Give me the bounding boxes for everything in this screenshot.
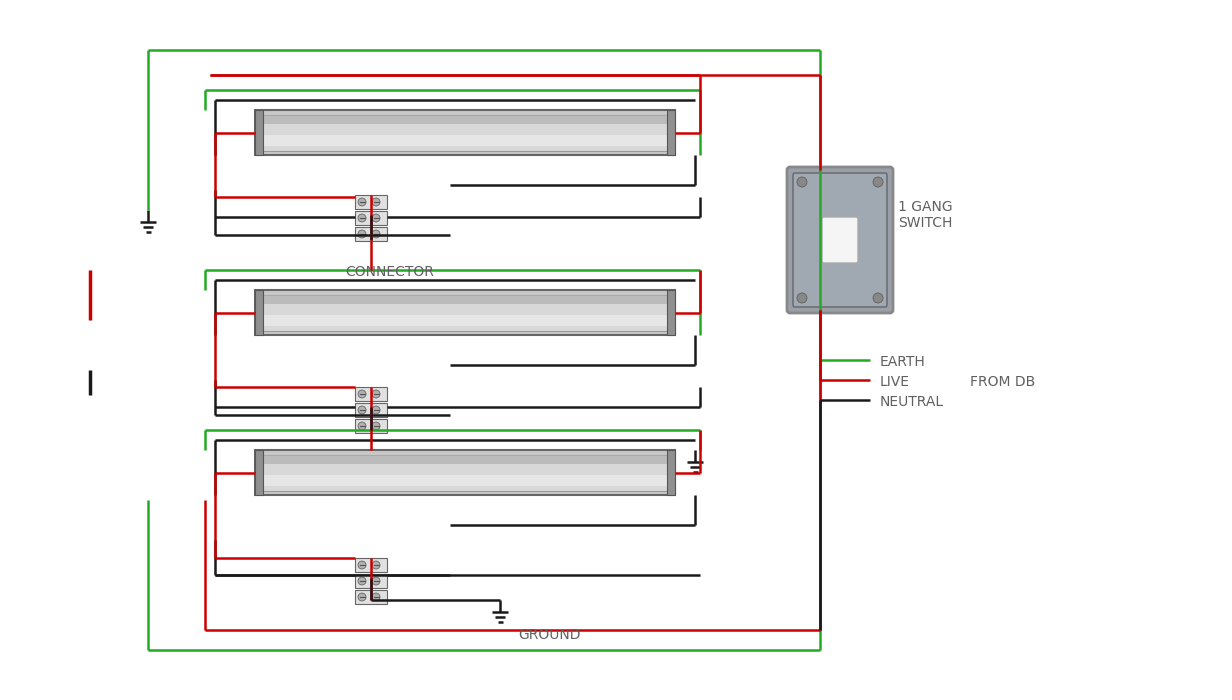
Bar (260, 315, 670, 326)
Circle shape (359, 422, 366, 430)
FancyBboxPatch shape (787, 167, 893, 313)
Bar (255, 110, 262, 155)
Text: CONNECTOR: CONNECTOR (345, 265, 435, 279)
Circle shape (372, 198, 379, 206)
Circle shape (372, 422, 379, 430)
Text: 1 GANG
SWITCH: 1 GANG SWITCH (898, 200, 952, 230)
Circle shape (359, 198, 366, 206)
Circle shape (873, 293, 883, 303)
FancyBboxPatch shape (793, 173, 887, 307)
Bar (667, 110, 675, 155)
Bar (355, 558, 387, 572)
Circle shape (372, 214, 379, 222)
Circle shape (372, 593, 379, 601)
Bar (355, 574, 387, 588)
Bar (255, 450, 675, 495)
Bar (355, 419, 387, 433)
Text: GROUND: GROUND (517, 628, 580, 642)
Bar (257, 295, 671, 330)
Bar (355, 227, 387, 241)
Circle shape (797, 177, 807, 187)
Text: NEUTRAL: NEUTRAL (880, 395, 944, 409)
Circle shape (372, 561, 379, 569)
Circle shape (372, 230, 379, 238)
Circle shape (359, 577, 366, 585)
Bar (255, 110, 675, 155)
Bar (255, 290, 262, 335)
Circle shape (873, 177, 883, 187)
Bar (255, 290, 675, 335)
Circle shape (359, 593, 366, 601)
Circle shape (797, 293, 807, 303)
Bar (260, 475, 670, 486)
Bar (255, 450, 262, 495)
Bar (260, 295, 670, 304)
Circle shape (359, 230, 366, 238)
Bar (355, 590, 387, 604)
Bar (257, 115, 671, 150)
Circle shape (372, 406, 379, 414)
Bar (260, 134, 670, 146)
FancyBboxPatch shape (822, 217, 857, 263)
Bar (355, 211, 387, 225)
Bar (667, 290, 675, 335)
Circle shape (359, 406, 366, 414)
Bar (355, 387, 387, 401)
Circle shape (372, 577, 379, 585)
Circle shape (372, 390, 379, 398)
Text: LIVE: LIVE (880, 375, 910, 389)
Text: EARTH: EARTH (880, 355, 925, 369)
Bar (260, 115, 670, 123)
Circle shape (359, 561, 366, 569)
Bar (667, 450, 675, 495)
Bar (257, 454, 671, 491)
Bar (260, 454, 670, 463)
Text: FROM DB: FROM DB (970, 375, 1035, 389)
Bar (355, 195, 387, 209)
Circle shape (359, 390, 366, 398)
Circle shape (359, 214, 366, 222)
Bar (355, 403, 387, 417)
